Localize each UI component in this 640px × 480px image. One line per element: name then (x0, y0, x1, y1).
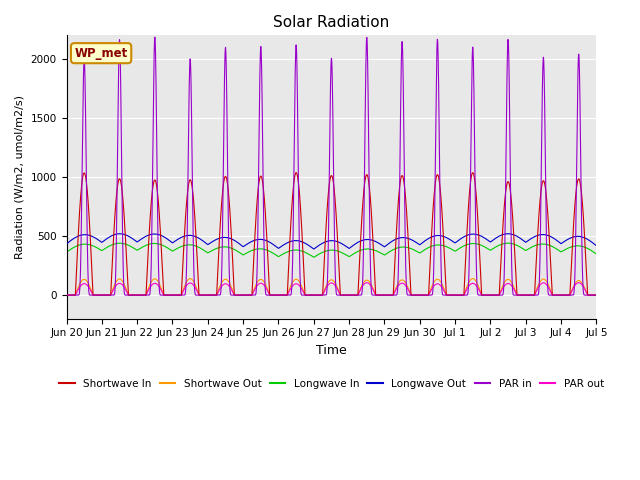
Y-axis label: Radiation (W/m2, umol/m2/s): Radiation (W/m2, umol/m2/s) (15, 95, 25, 259)
Title: Solar Radiation: Solar Radiation (273, 15, 390, 30)
X-axis label: Time: Time (316, 344, 347, 357)
Legend: Shortwave In, Shortwave Out, Longwave In, Longwave Out, PAR in, PAR out: Shortwave In, Shortwave Out, Longwave In… (55, 374, 608, 393)
Text: WP_met: WP_met (74, 47, 128, 60)
